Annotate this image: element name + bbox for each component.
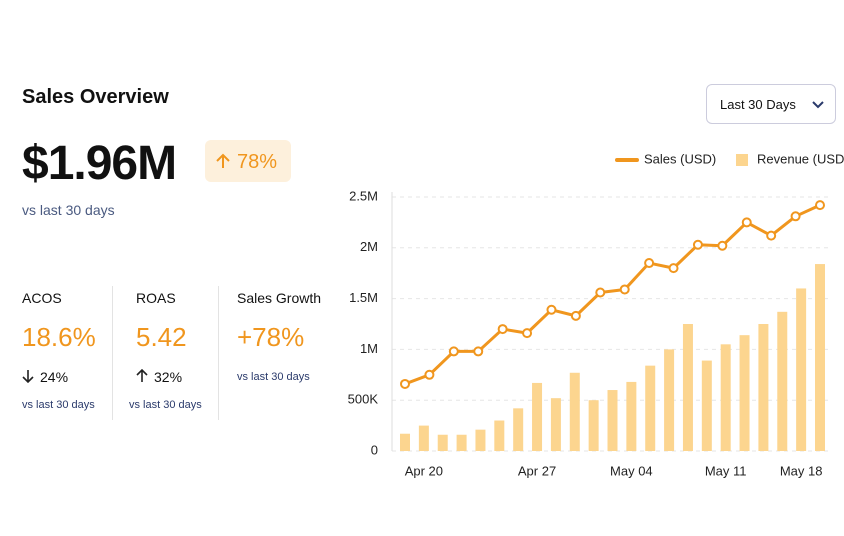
- metric-value: 5.42: [136, 322, 187, 352]
- up-arrow: [136, 369, 148, 382]
- bar: [456, 434, 467, 451]
- point: [741, 217, 752, 228]
- bar: [513, 408, 524, 451]
- metric-label: ACOS: [22, 290, 62, 306]
- point: [766, 230, 777, 241]
- metric-label: ROAS: [136, 290, 176, 306]
- divider: [218, 286, 219, 420]
- divider: [112, 286, 113, 420]
- bar: [569, 372, 580, 451]
- bar: [645, 365, 656, 451]
- legend-label: Sales (USD): [644, 151, 716, 166]
- point: [692, 239, 703, 250]
- bar: [777, 311, 788, 451]
- x-tick-label: May 11: [705, 463, 747, 478]
- bar: [400, 433, 410, 451]
- point: [546, 304, 557, 315]
- y-tick-label: 2M: [360, 239, 378, 254]
- bar: [701, 360, 712, 451]
- bar: [739, 335, 750, 451]
- metric-change: 24%: [40, 369, 69, 385]
- x-tick-label: May 04: [610, 463, 653, 478]
- point: [400, 378, 410, 389]
- point: [522, 328, 533, 339]
- y-tick-label: 2.5M: [349, 188, 378, 203]
- y-tick-label: 500K: [348, 392, 379, 407]
- point: [570, 310, 581, 321]
- legend-label: Revenue (USD): [757, 151, 844, 166]
- bar: [475, 429, 486, 451]
- y-tick-label: 1.5M: [349, 290, 378, 305]
- change: 78%: [237, 151, 278, 173]
- point: [448, 346, 459, 357]
- point: [717, 240, 728, 251]
- metric-comparison: vs last 30 days: [22, 399, 95, 411]
- point: [595, 287, 606, 298]
- x-tick-label: Apr 27: [518, 463, 556, 478]
- point: [815, 200, 825, 211]
- bar: [494, 420, 505, 451]
- bar: [758, 324, 769, 451]
- metric-value: +78%: [237, 322, 305, 352]
- metric-label: Sales Growth: [237, 290, 322, 306]
- period: Last 30 Days: [720, 97, 796, 112]
- x-tick-label: Apr 20: [405, 463, 443, 478]
- down-arrow: [22, 370, 34, 383]
- line: [404, 203, 821, 386]
- bar: [720, 344, 731, 451]
- x-tick-label: May 18: [780, 463, 823, 478]
- bar: [664, 349, 675, 451]
- metric-comparison: vs last 30 days: [237, 371, 310, 383]
- comparison: vs last 30 days: [22, 202, 115, 218]
- bar: [418, 425, 429, 451]
- period-dropdown[interactable]: Last 30 Days: [706, 84, 836, 124]
- bar: [682, 324, 693, 451]
- up-arrow: [216, 153, 230, 168]
- point: [473, 346, 484, 357]
- bar: [796, 288, 807, 451]
- point: [644, 258, 655, 269]
- metric-value: 18.6%: [22, 322, 96, 352]
- metric-comparison: vs last 30 days: [129, 399, 202, 411]
- legend-swatch: [736, 154, 748, 166]
- point: [619, 284, 630, 295]
- metric-change: 32%: [154, 369, 183, 385]
- bar: [532, 382, 543, 451]
- change-badge: 78%: [205, 140, 291, 182]
- bar: [607, 390, 618, 451]
- y-tick-label: 1M: [360, 341, 378, 356]
- y-tick-label: 0: [371, 442, 378, 457]
- bar: [550, 398, 561, 451]
- bar: [437, 434, 448, 451]
- point: [497, 324, 508, 335]
- point: [668, 263, 679, 274]
- bar: [626, 381, 637, 451]
- total: $1.96M: [22, 137, 177, 190]
- point: [790, 211, 801, 222]
- point: [424, 369, 435, 380]
- bar: [815, 264, 825, 451]
- title: Sales Overview: [22, 86, 169, 108]
- chevron: [812, 101, 824, 109]
- bar: [588, 400, 599, 451]
